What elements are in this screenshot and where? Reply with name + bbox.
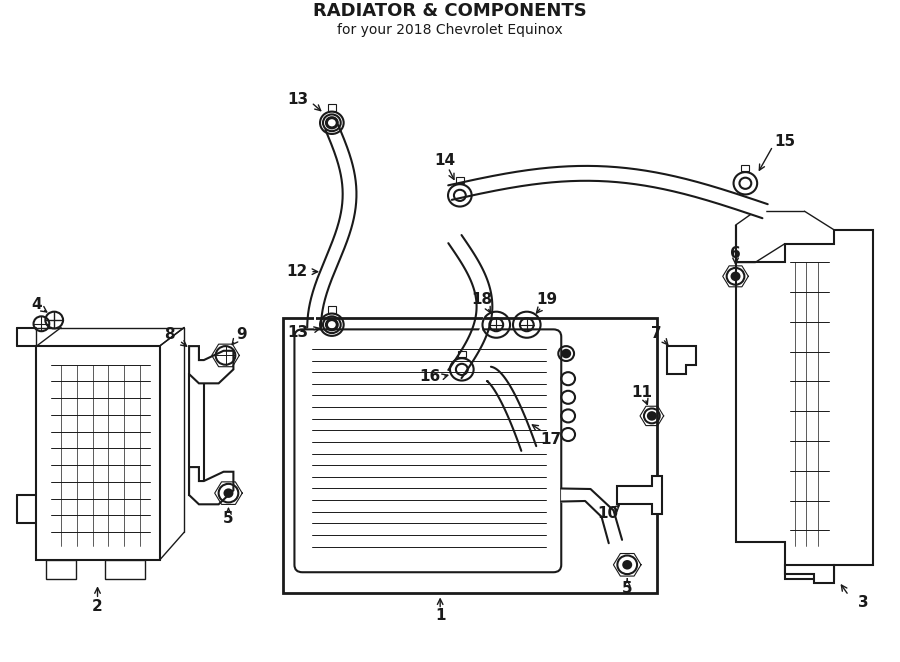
Text: 5: 5 <box>223 511 234 526</box>
Text: 10: 10 <box>597 506 618 521</box>
Circle shape <box>224 489 232 497</box>
Text: 15: 15 <box>774 134 796 149</box>
Bar <box>742 165 750 171</box>
Bar <box>328 306 336 312</box>
Bar <box>328 104 336 111</box>
Text: RADIATOR & COMPONENTS: RADIATOR & COMPONENTS <box>313 2 587 20</box>
Text: 11: 11 <box>632 385 652 400</box>
Circle shape <box>624 561 631 569</box>
Text: 16: 16 <box>419 369 441 385</box>
Polygon shape <box>667 346 696 374</box>
Text: 17: 17 <box>540 432 561 447</box>
Polygon shape <box>189 374 204 495</box>
Text: 8: 8 <box>164 328 175 342</box>
Text: 2: 2 <box>92 599 103 614</box>
Text: 3: 3 <box>859 594 868 610</box>
Polygon shape <box>37 346 159 560</box>
Polygon shape <box>617 477 662 514</box>
Polygon shape <box>189 346 233 383</box>
Polygon shape <box>46 560 76 579</box>
Text: 9: 9 <box>236 328 247 342</box>
Circle shape <box>562 350 570 357</box>
Text: 7: 7 <box>652 326 662 340</box>
Text: 6: 6 <box>730 246 741 261</box>
Polygon shape <box>105 560 145 579</box>
Circle shape <box>648 412 656 420</box>
Circle shape <box>732 273 740 280</box>
Bar <box>458 351 466 357</box>
Text: 13: 13 <box>287 324 308 340</box>
Bar <box>283 318 657 592</box>
FancyBboxPatch shape <box>294 330 562 572</box>
Text: 14: 14 <box>435 152 455 167</box>
Text: 1: 1 <box>435 608 446 624</box>
Text: for your 2018 Chevrolet Equinox: for your 2018 Chevrolet Equinox <box>338 23 562 36</box>
Text: 18: 18 <box>471 292 492 307</box>
Text: 12: 12 <box>287 264 308 279</box>
Polygon shape <box>189 467 233 504</box>
Text: 13: 13 <box>287 92 308 107</box>
Bar <box>456 177 464 183</box>
Text: 19: 19 <box>536 292 557 307</box>
Polygon shape <box>735 225 873 579</box>
Text: 4: 4 <box>32 297 41 312</box>
Polygon shape <box>785 565 834 583</box>
Text: 5: 5 <box>622 581 633 596</box>
